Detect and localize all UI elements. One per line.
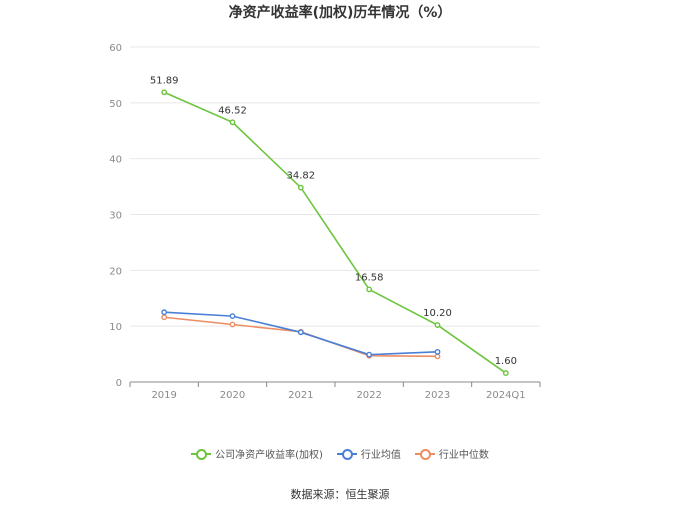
x-tick-label: 2023 xyxy=(425,390,450,401)
legend-label: 公司净资产收益率(加权) xyxy=(215,450,323,461)
legend-marker-icon xyxy=(191,448,212,460)
data-point xyxy=(297,329,304,336)
series-layer xyxy=(161,89,509,376)
y-tick-label: 30 xyxy=(109,211,122,222)
legend-item[interactable]: 公司净资产收益率(加权) xyxy=(191,446,323,461)
x-tick-label: 2020 xyxy=(220,390,245,401)
data-point xyxy=(161,309,168,316)
data-point xyxy=(434,348,441,355)
data-point xyxy=(434,322,441,328)
y-tick-label: 20 xyxy=(109,266,122,277)
data-point xyxy=(502,370,509,376)
series-line xyxy=(163,91,507,374)
data-point xyxy=(161,314,168,321)
data-label: 1.60 xyxy=(495,356,517,367)
y-tick-label: 60 xyxy=(109,43,122,54)
data-label: 34.82 xyxy=(287,171,316,182)
x-tick-label: 2022 xyxy=(356,390,381,401)
data-point xyxy=(297,184,304,191)
legend-label: 行业均值 xyxy=(360,450,401,461)
data-source: 数据来源：恒生聚源 xyxy=(290,488,390,501)
y-tick-label: 40 xyxy=(109,155,122,166)
legend-label: 行业中位数 xyxy=(438,450,489,461)
data-label: 10.20 xyxy=(423,308,452,319)
legend-item[interactable]: 行业均值 xyxy=(336,446,401,461)
data-point xyxy=(229,313,236,320)
chart-title: 净资产收益率(加权)历年情况（%） xyxy=(228,5,452,21)
data-point xyxy=(161,89,168,96)
axis-layer: 0 10 20 30 40 50 60 2019 2020 2021 2022 2023 2024Q1 xyxy=(109,43,541,401)
data-label: 46.52 xyxy=(218,105,247,116)
data-label: 51.89 xyxy=(150,75,179,86)
data-point xyxy=(229,321,236,328)
legend-item[interactable]: 行业中位数 xyxy=(414,446,489,461)
y-tick-label: 10 xyxy=(109,322,122,333)
x-tick-label: 2024Q1 xyxy=(486,390,526,401)
data-label-layer: 51.89 46.52 34.82 16.58 10.20 1.60 xyxy=(150,75,517,367)
x-tick-label: 2021 xyxy=(288,390,313,401)
legend-marker-icon xyxy=(414,448,435,460)
x-tick-label: 2019 xyxy=(151,390,176,401)
legend-marker-icon xyxy=(336,448,357,460)
data-label: 16.58 xyxy=(355,272,384,283)
data-point xyxy=(434,353,441,360)
series-line xyxy=(164,316,438,358)
grid-layer xyxy=(130,46,540,327)
y-tick-label: 0 xyxy=(116,378,122,389)
data-point xyxy=(366,351,373,358)
data-point xyxy=(366,286,373,293)
legend: 公司净资产收益率(加权) 行业均值 行业中位数 xyxy=(0,446,680,461)
y-tick-label: 50 xyxy=(109,99,122,110)
data-point xyxy=(229,119,236,126)
